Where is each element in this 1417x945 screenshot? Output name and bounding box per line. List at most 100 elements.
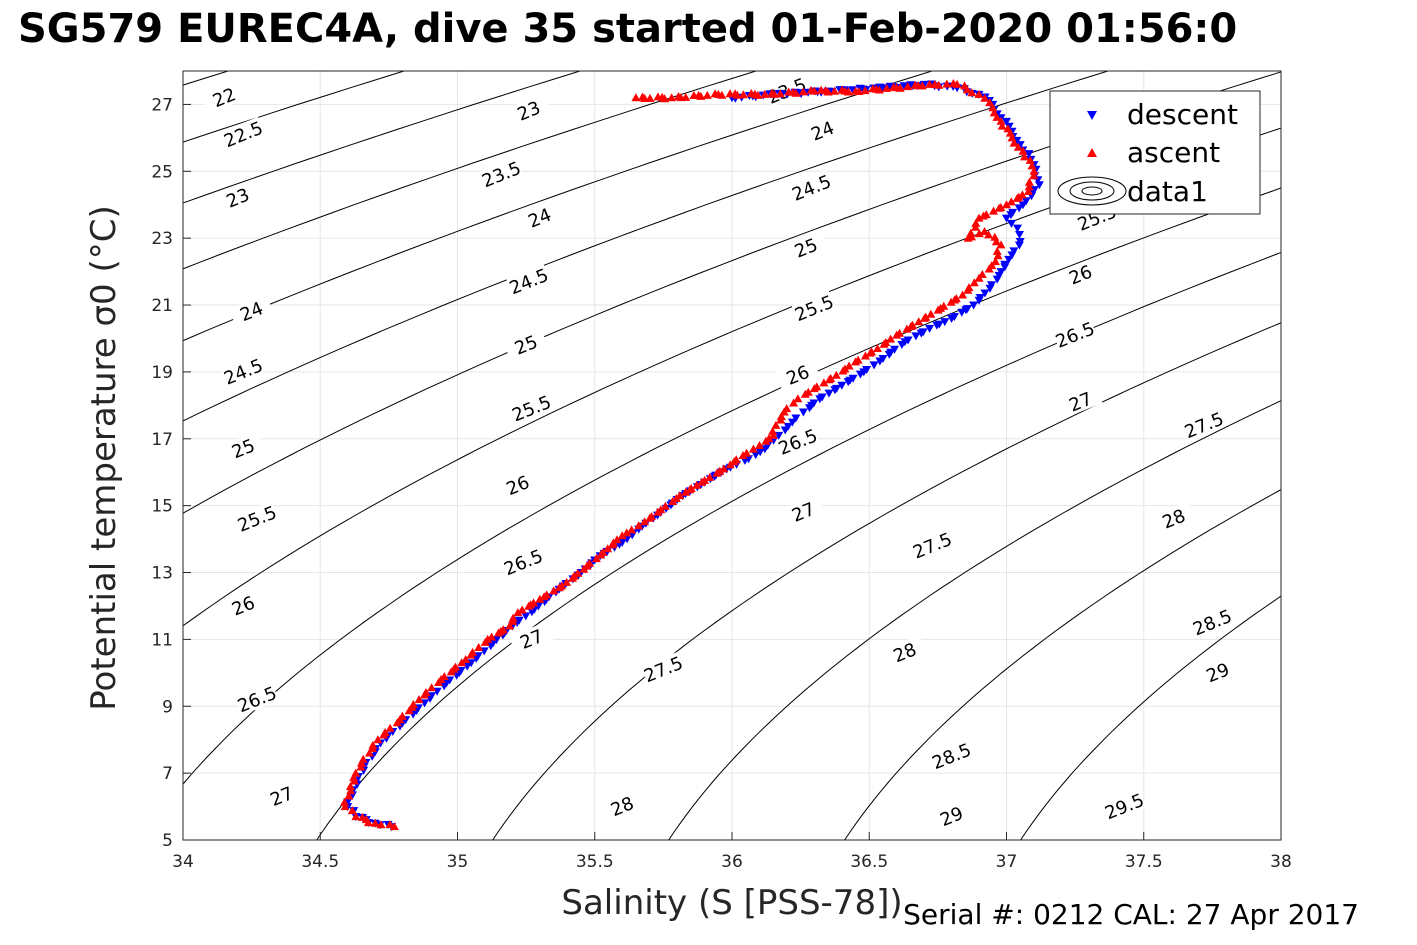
descent-point-interp xyxy=(940,318,950,327)
descent-point-interp xyxy=(903,336,913,345)
ascent-point xyxy=(974,213,984,222)
descent-point-interp xyxy=(514,616,524,625)
y-tick-label: 15 xyxy=(151,497,173,517)
contour-label-bg xyxy=(228,294,274,328)
y-tick-label: 25 xyxy=(151,162,173,182)
descent-point xyxy=(996,268,1006,277)
descent-point xyxy=(1015,238,1025,246)
ascent-point-interp xyxy=(591,554,601,563)
ascent-point-interp xyxy=(748,444,758,453)
legend-descent-marker xyxy=(1087,111,1097,120)
ascent-point-interp xyxy=(361,815,371,824)
contour-label-bg xyxy=(508,621,554,656)
contour-label-bg xyxy=(909,528,955,562)
descent-point xyxy=(969,301,979,310)
contour-label-bg xyxy=(215,180,260,214)
ascent-point xyxy=(513,608,523,617)
ascent-point-interp xyxy=(380,728,390,736)
contour-line xyxy=(492,322,1281,840)
contour-line xyxy=(183,71,1110,422)
ascent-point-interp xyxy=(946,297,956,306)
ascent-point-interp xyxy=(902,324,912,333)
ascent-point-interp xyxy=(346,786,356,795)
contour-label-bg xyxy=(506,93,551,127)
ascent-point-interp xyxy=(542,590,552,599)
contour-line xyxy=(1020,595,1281,840)
ascent-point-interp xyxy=(991,237,1001,246)
contour-label-bg xyxy=(928,738,974,773)
descent-point-interp xyxy=(783,422,793,431)
ascent-point-interp xyxy=(738,90,748,99)
ascent-point-interp xyxy=(358,754,368,763)
contour-label: 27 xyxy=(1057,384,1103,418)
y-tick-label: 11 xyxy=(151,630,173,650)
descent-point xyxy=(1002,214,1011,223)
ascent-point xyxy=(793,394,803,403)
contour-label-bg xyxy=(799,113,845,148)
ascent-point xyxy=(370,818,380,827)
ascent-point-interp xyxy=(840,364,850,373)
ascent-point-interp xyxy=(702,90,712,99)
ascent-point xyxy=(974,89,984,98)
ascent-point-interp xyxy=(660,501,670,510)
ascent-point-interp xyxy=(895,328,904,337)
descent-point-interp xyxy=(906,81,916,90)
ascent-point-interp xyxy=(1013,142,1023,151)
contour-label-bg xyxy=(478,156,524,191)
descent-point xyxy=(925,324,935,333)
ascent-point-interp xyxy=(981,210,991,219)
ascent-point-interp xyxy=(980,93,990,102)
ascent-point xyxy=(414,695,424,704)
ascent-point-interp xyxy=(971,218,981,227)
descent-point-interp xyxy=(755,448,765,457)
contour-label-bg xyxy=(1057,257,1103,291)
descent-point-interp xyxy=(918,328,928,337)
ascent-point-interp xyxy=(939,301,949,310)
ascent-point-interp xyxy=(368,740,378,749)
ascent-point-interp xyxy=(889,82,898,91)
contour-label-bg xyxy=(1181,407,1227,442)
ascent-point-interp xyxy=(746,89,756,97)
descent-point-interp xyxy=(934,320,944,329)
y-tick-label: 23 xyxy=(151,229,173,249)
ascent-point xyxy=(340,802,350,811)
ascent-point-interp xyxy=(948,79,958,87)
ascent-point-interp xyxy=(992,246,1002,255)
descent-point xyxy=(878,355,888,363)
ascent-point xyxy=(389,822,399,831)
ascent-point-interp xyxy=(942,79,952,88)
contour-label-bg xyxy=(775,424,820,458)
ascent-point-interp xyxy=(439,672,449,681)
descent-point-interp xyxy=(1014,241,1024,250)
ascent-point-interp xyxy=(742,448,752,457)
legend-descent-label: descent xyxy=(1127,98,1238,131)
contour-label-bg xyxy=(1195,655,1240,689)
ascent-point-interp xyxy=(996,203,1006,211)
ascent-point-interp xyxy=(647,512,656,520)
ascent-point-interp xyxy=(1005,128,1015,137)
descent-point-interp xyxy=(899,82,909,91)
contour-line xyxy=(183,71,934,342)
ascent-point-interp xyxy=(385,820,395,828)
ascent-point xyxy=(505,621,515,630)
descent-point-interp xyxy=(1004,255,1014,264)
ascent-point-interp xyxy=(803,387,813,396)
descent-point-interp xyxy=(1024,150,1034,159)
x-axis-ticks: 34 34.5 35 35.5 36 36.5 37 37.5 38 xyxy=(172,832,1292,872)
descent-point-interp xyxy=(848,374,858,383)
ascent-point-interp xyxy=(474,643,484,651)
contour-label-bg xyxy=(764,73,809,107)
x-tick-label: 34 xyxy=(172,852,194,872)
ascent-point-interp xyxy=(819,378,829,387)
ascent-point-interp xyxy=(427,683,437,692)
x-tick-label: 37.5 xyxy=(1125,852,1163,872)
ascent-point-interp xyxy=(926,309,936,318)
ascent-point-interp xyxy=(612,535,622,544)
y-axis-ticks: 5 7 9 11 13 15 17 19 21 23 25 27 xyxy=(151,95,191,851)
ascent-point-interp xyxy=(789,398,799,407)
ascent-point-interp xyxy=(993,251,1003,260)
ascent-point-interp xyxy=(622,528,632,537)
ascent-point-interp xyxy=(910,80,920,89)
ascent-point-interp xyxy=(921,312,931,321)
contour-label-bg xyxy=(1057,384,1103,418)
